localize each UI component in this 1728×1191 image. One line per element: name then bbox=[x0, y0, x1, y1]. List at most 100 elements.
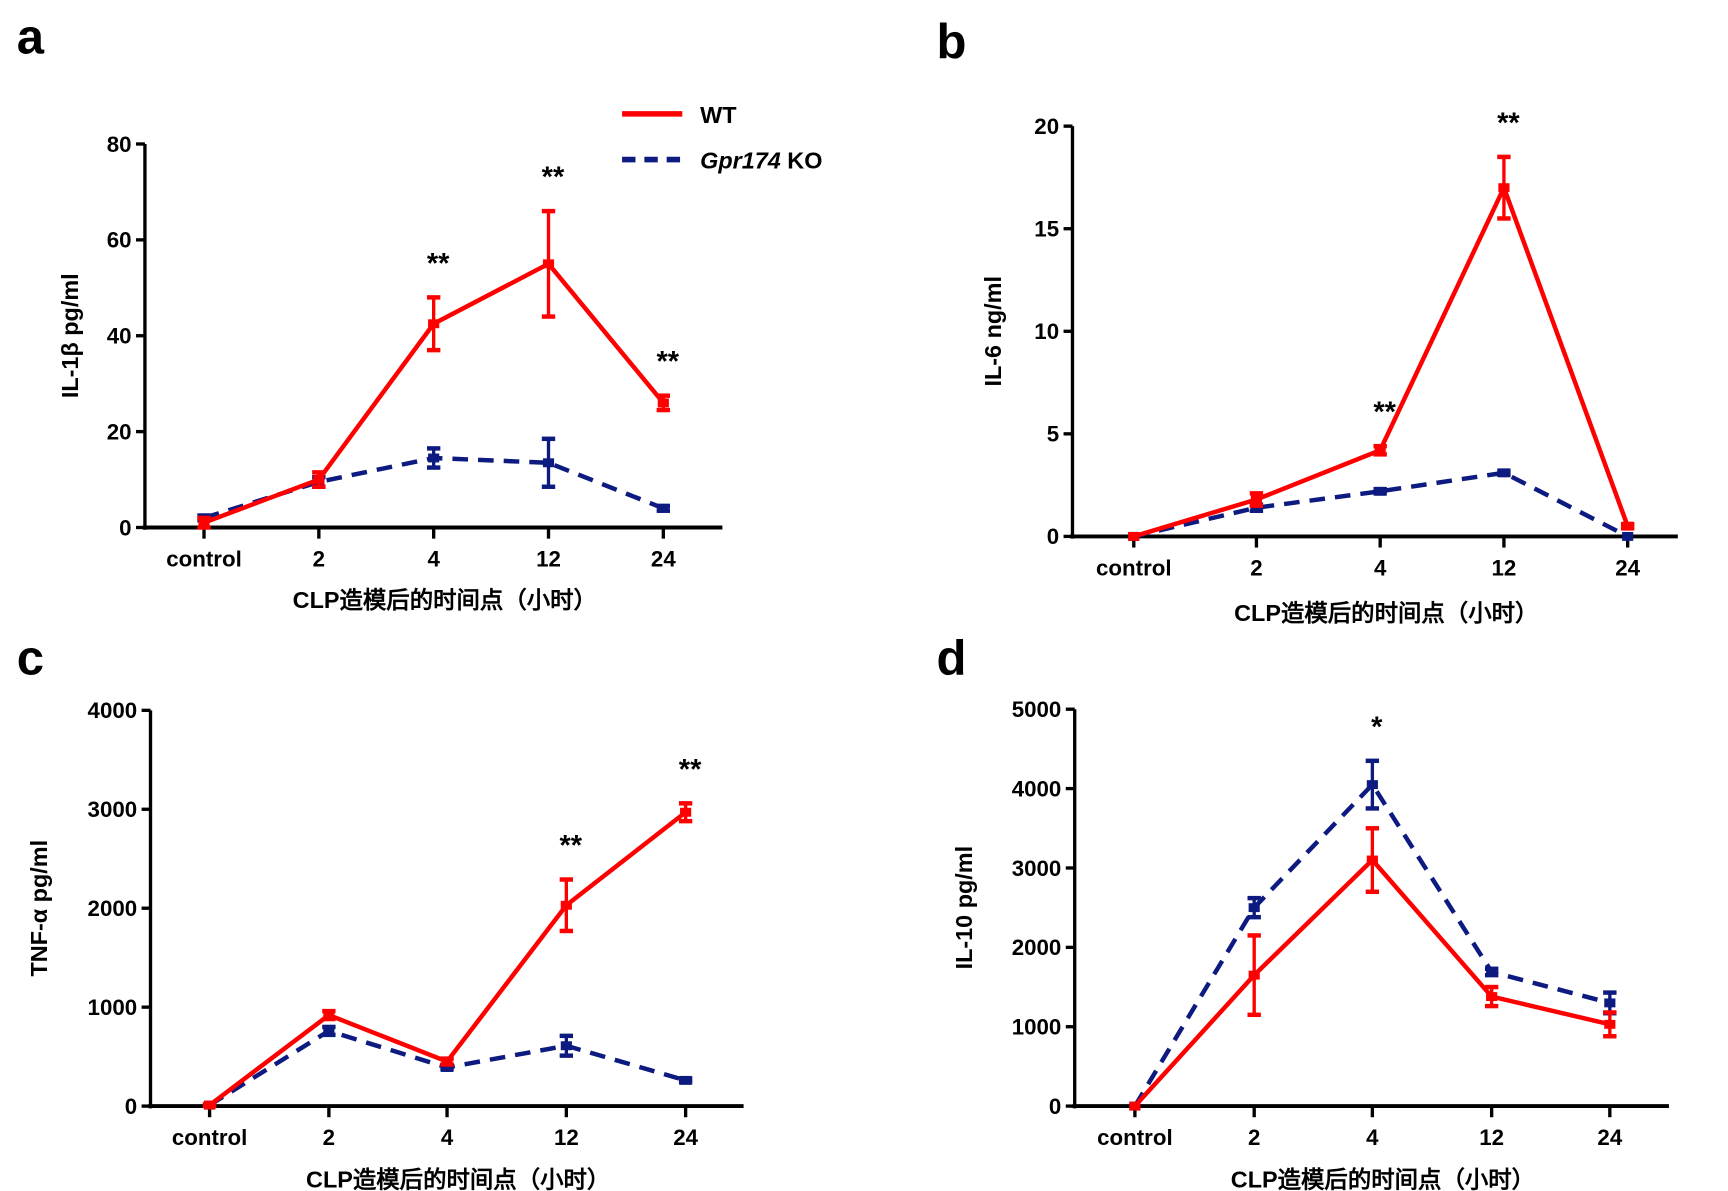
x-tick-label: 2 bbox=[313, 547, 325, 572]
x-axis-label: CLP造模后的时间点（小时） bbox=[306, 1165, 610, 1191]
data-point bbox=[657, 503, 669, 513]
data-point bbox=[560, 1041, 572, 1051]
x-tick-label: 24 bbox=[673, 1125, 698, 1150]
y-tick-label: 0 bbox=[1047, 524, 1059, 549]
data-point bbox=[657, 398, 669, 408]
legend-label-ko-gene: Gpr174 bbox=[700, 148, 781, 174]
y-tick-label: 15 bbox=[1034, 217, 1059, 242]
significance-marker: ** bbox=[560, 830, 583, 862]
x-axis-label: CLP造模后的时间点（小时） bbox=[1231, 1165, 1535, 1191]
data-point bbox=[1366, 780, 1378, 790]
y-tick-label: 20 bbox=[1034, 114, 1059, 139]
panel-letter: d bbox=[936, 632, 966, 686]
x-tick-label: 4 bbox=[441, 1125, 454, 1150]
y-tick-label: 80 bbox=[107, 132, 132, 157]
y-axis-label: IL-10 pg/ml bbox=[951, 846, 977, 970]
x-tick-label: 24 bbox=[1615, 555, 1640, 580]
y-tick-label: 5 bbox=[1047, 422, 1059, 447]
panel-letter: b bbox=[936, 15, 966, 69]
x-tick-label: 12 bbox=[1492, 555, 1517, 580]
y-tick-label: 2000 bbox=[1012, 935, 1062, 960]
data-point bbox=[1622, 531, 1634, 541]
data-point bbox=[441, 1063, 453, 1072]
panel-letter: a bbox=[17, 11, 45, 65]
x-axis-label: CLP造模后的时间点（小时） bbox=[293, 586, 597, 613]
significance-marker: ** bbox=[542, 162, 565, 194]
significance-marker: ** bbox=[1497, 107, 1520, 139]
series-line-wt bbox=[1133, 185, 1630, 539]
x-tick-label: 2 bbox=[323, 1125, 335, 1150]
data-point bbox=[323, 1026, 335, 1036]
data-point bbox=[313, 475, 325, 485]
data-point bbox=[1498, 468, 1510, 478]
x-tick-label: 12 bbox=[536, 547, 561, 572]
data-point bbox=[1622, 521, 1634, 531]
data-point bbox=[1248, 970, 1260, 980]
x-tick-label: control bbox=[172, 1125, 248, 1150]
series-line-ko bbox=[1133, 470, 1629, 539]
data-point bbox=[428, 453, 440, 463]
y-tick-label: 3000 bbox=[1012, 856, 1062, 881]
y-tick-label: 60 bbox=[107, 228, 132, 253]
y-tick-label: 40 bbox=[107, 324, 132, 349]
x-tick-label: 24 bbox=[1597, 1125, 1622, 1150]
legend-label-ko-suffix: KO bbox=[781, 148, 823, 174]
y-tick-label: 0 bbox=[1049, 1094, 1061, 1119]
x-tick-label: 24 bbox=[651, 547, 676, 572]
data-point bbox=[1129, 1101, 1141, 1111]
x-tick-label: 4 bbox=[427, 547, 440, 572]
data-point bbox=[680, 1075, 692, 1085]
x-tick-label: 2 bbox=[1250, 555, 1262, 580]
y-tick-label: 0 bbox=[119, 515, 131, 540]
data-point bbox=[1374, 486, 1386, 496]
data-point bbox=[1248, 903, 1260, 913]
y-tick-label: 2000 bbox=[88, 896, 138, 921]
data-point bbox=[680, 807, 692, 817]
data-point bbox=[1486, 967, 1498, 977]
x-tick-label: 12 bbox=[1479, 1125, 1504, 1150]
x-tick-label: 4 bbox=[1366, 1125, 1379, 1150]
legend-label-wt: WT bbox=[700, 102, 737, 128]
data-point bbox=[198, 518, 210, 528]
data-point bbox=[1366, 855, 1378, 865]
x-tick-label: 2 bbox=[1248, 1125, 1260, 1150]
x-axis-label: CLP造模后的时间点（小时） bbox=[1234, 599, 1538, 626]
data-point bbox=[542, 259, 555, 269]
data-point bbox=[542, 458, 555, 468]
y-tick-label: 4000 bbox=[88, 698, 138, 723]
legend-label-ko: Gpr174 KO bbox=[700, 148, 822, 174]
y-tick-label: 1000 bbox=[1012, 1015, 1062, 1040]
x-tick-label: 4 bbox=[1374, 555, 1387, 580]
significance-marker: ** bbox=[657, 346, 680, 378]
y-tick-label: 3000 bbox=[88, 797, 138, 822]
data-point bbox=[428, 319, 440, 329]
x-tick-label: 12 bbox=[554, 1125, 579, 1150]
x-tick-label: control bbox=[1096, 555, 1172, 580]
significance-marker: ** bbox=[679, 754, 702, 786]
data-point bbox=[1128, 531, 1140, 541]
data-point bbox=[323, 1010, 335, 1020]
y-tick-label: 20 bbox=[107, 419, 132, 444]
x-tick-label: control bbox=[166, 547, 242, 572]
data-point bbox=[1250, 495, 1262, 504]
y-tick-label: 10 bbox=[1034, 319, 1059, 344]
data-point bbox=[441, 1057, 453, 1067]
data-point bbox=[1604, 998, 1616, 1008]
y-tick-label: 0 bbox=[125, 1094, 137, 1119]
data-point bbox=[1486, 992, 1498, 1002]
series-line-ko bbox=[1132, 782, 1611, 1108]
significance-marker: * bbox=[1371, 711, 1383, 743]
y-axis-label: TNF-α pg/ml bbox=[26, 840, 52, 977]
y-axis-label: IL-1β pg/ml bbox=[57, 273, 83, 398]
y-tick-label: 1000 bbox=[88, 995, 138, 1020]
significance-marker: ** bbox=[1373, 397, 1396, 429]
y-tick-label: 5000 bbox=[1012, 697, 1062, 722]
significance-marker: ** bbox=[427, 248, 450, 280]
data-point bbox=[204, 1100, 216, 1110]
data-point bbox=[1498, 183, 1510, 193]
